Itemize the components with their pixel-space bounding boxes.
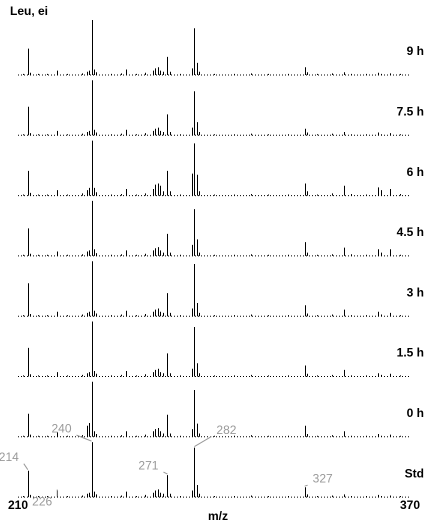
peak-label: 214 <box>0 450 19 464</box>
leader-line <box>23 463 29 470</box>
panel-label: 4.5 h <box>397 225 424 239</box>
chart-title: Leu, ei <box>10 4 48 18</box>
panel-label: 0 h <box>407 406 424 420</box>
x-axis-label: m/z <box>208 509 228 523</box>
peak-label: 226 <box>32 495 52 509</box>
panel-label: Std <box>405 466 424 480</box>
peak-label: 271 <box>138 458 158 472</box>
peak-label: 240 <box>51 421 71 435</box>
peak-label: 282 <box>216 423 236 437</box>
x-tick-label: 370 <box>400 498 420 512</box>
leader-line <box>194 436 212 448</box>
panel-label: 7.5 h <box>397 104 424 118</box>
leader-line <box>163 471 168 475</box>
panel-label: 3 h <box>407 285 424 299</box>
leader-line <box>76 434 92 442</box>
leader-line <box>304 484 308 487</box>
peak-label: 327 <box>313 471 333 485</box>
x-tick-label: 210 <box>8 498 28 512</box>
panel-label: 6 h <box>407 165 424 179</box>
panel-label: 9 h <box>407 44 424 58</box>
panel-label: 1.5 h <box>397 346 424 360</box>
